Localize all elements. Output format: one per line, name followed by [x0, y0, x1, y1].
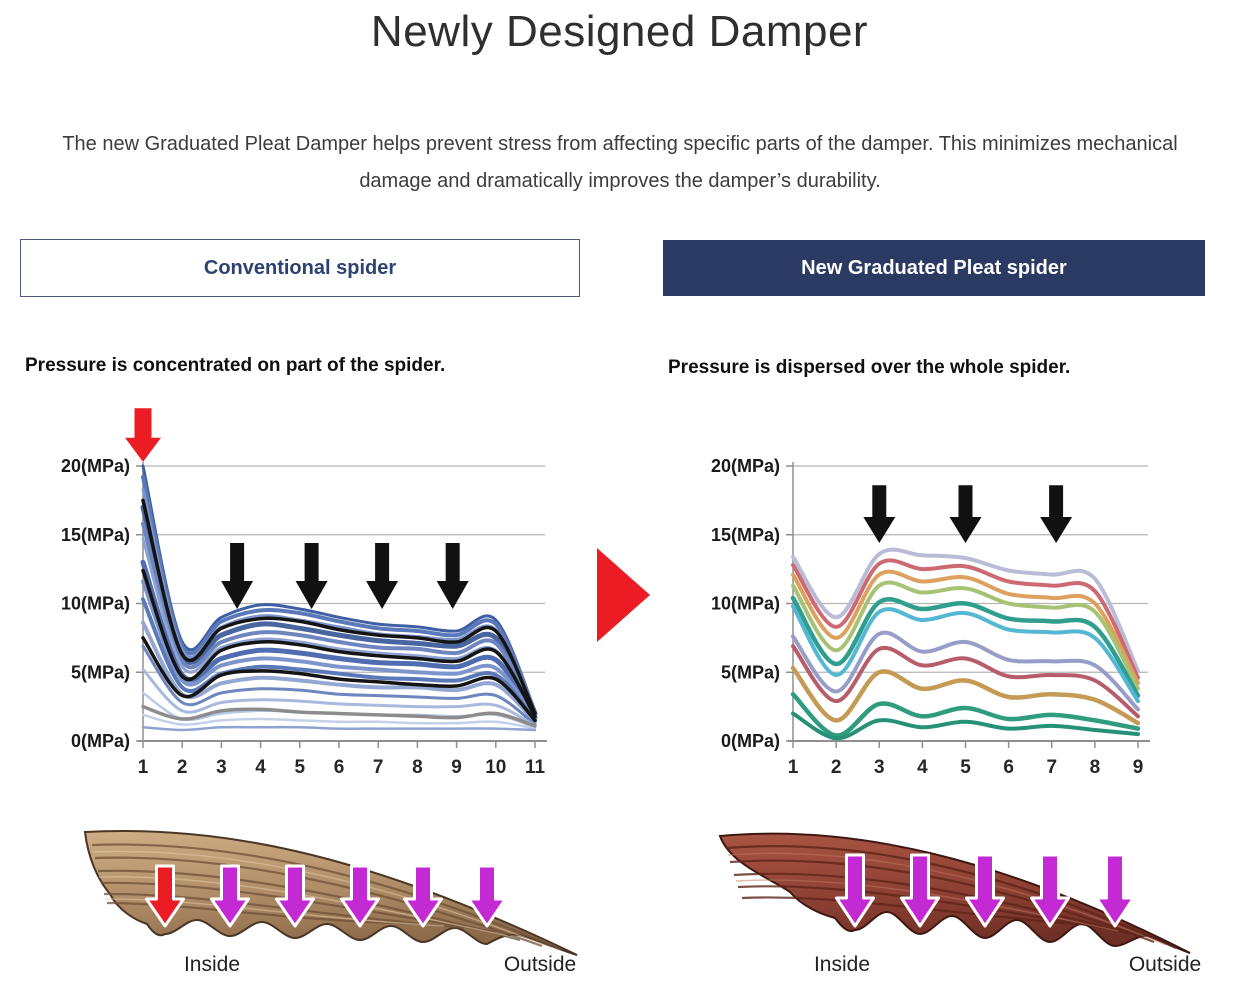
series-curve-4 [791, 580, 1140, 691]
x-tick-label: 5 [960, 757, 971, 778]
series-band-top [141, 464, 537, 713]
x-tick-label: 8 [1090, 757, 1101, 778]
down-arrow-icon [125, 408, 161, 462]
conventional-damper-figure [83, 829, 578, 956]
down-arrow-icon [835, 853, 875, 928]
down-arrow-icon [221, 543, 254, 609]
graduated-damper-figure [718, 832, 1191, 954]
x-tick-label: 8 [412, 757, 423, 778]
x-tick-label: 7 [373, 757, 384, 778]
x-tick-label: 4 [917, 757, 928, 778]
series-band-3 [141, 487, 537, 714]
figure-arrows-right [835, 853, 1135, 928]
series-band-bottom [141, 725, 537, 732]
series-curve-5 [790, 595, 1141, 698]
y-tick-label: 10(MPa) [711, 594, 780, 614]
series-band-11 [141, 644, 537, 726]
x-tick-label: 5 [295, 757, 306, 778]
down-arrow-icon [900, 853, 940, 928]
down-arrow-icon [145, 864, 185, 928]
y-tick-label: 0(MPa) [721, 731, 780, 751]
x-tick-label: 6 [1003, 757, 1014, 778]
graduated-pleat-spider-header: New Graduated Pleat spider [663, 240, 1205, 296]
page-title: Newly Designed Damper [370, 7, 869, 56]
x-tick-label: 6 [334, 757, 345, 778]
down-arrow-icon [275, 864, 315, 928]
series-gray-line [141, 704, 537, 728]
y-tick-label: 0(MPa) [71, 731, 130, 751]
series-curve-11 [791, 711, 1140, 741]
graduated-pressure-chart: 0(MPa) 5(MPa) 10(MPa) 15(MPa) 20(MPa) 1 2 3 4 5 6 7… [711, 456, 1150, 778]
down-arrow-icon [295, 543, 328, 609]
down-arrow-icon [366, 543, 399, 609]
figure-arrows-left [145, 864, 507, 928]
down-arrow-icon [965, 853, 1005, 928]
y-tick-label: 20(MPa) [61, 456, 130, 476]
down-arrow-icon [436, 543, 469, 609]
series-band-9 [141, 597, 537, 723]
series-band-6 [141, 537, 537, 718]
x-tick-label: 1 [788, 757, 799, 778]
series-band-10 [141, 620, 537, 724]
inside-label-left: Inside [183, 953, 241, 976]
down-arrow-icon [403, 864, 443, 928]
x-tick-label: 2 [177, 757, 188, 778]
series-curve-10 [790, 692, 1141, 738]
series-curve-1 [791, 547, 1140, 673]
series-black-lower [141, 636, 537, 723]
down-arrow-icon [863, 485, 896, 543]
down-arrow-icon [949, 485, 982, 543]
outside-label-left: Outside [503, 953, 577, 976]
series-band-5 [141, 521, 537, 717]
x-tick-label: 2 [831, 757, 842, 778]
y-tick-label: 10(MPa) [61, 594, 130, 614]
inside-label-right: Inside [813, 953, 871, 976]
x-tick-label: 9 [451, 757, 462, 778]
series-band-2 [141, 475, 537, 715]
outside-label-right: Outside [1128, 953, 1202, 976]
y-tick-label: 5(MPa) [71, 662, 130, 682]
page-description: The new Graduated Pleat Damper helps pre… [62, 133, 1178, 192]
series-curve-7 [791, 630, 1140, 712]
x-tick-label: 9 [1133, 757, 1144, 778]
series-curve-8 [791, 644, 1140, 719]
y-tick-label: 20(MPa) [711, 456, 780, 476]
down-arrow-icon [340, 864, 380, 928]
right-chart-caption: Pressure is dispersed over the whole spi… [668, 357, 1071, 378]
series-band-12 [141, 668, 537, 728]
x-tick-label: 3 [216, 757, 227, 778]
down-arrow-icon [210, 864, 250, 928]
conventional-pressure-chart: 0(MPa) 5(MPa) 10(MPa) 15(MPa) 20(MPa) 1 2 3 4 5 6 7… [61, 408, 547, 778]
transition-arrow-icon [597, 548, 650, 642]
conventional-spider-header: Conventional spider [20, 239, 580, 297]
left-chart-caption: Pressure is concentrated on part of the … [25, 355, 446, 376]
series-band-4 [140, 504, 538, 716]
down-arrow-icon [467, 864, 507, 928]
series-black-mid [141, 568, 537, 719]
x-tick-label: 10 [485, 757, 506, 778]
y-tick-label: 5(MPa) [721, 662, 780, 682]
series-curve-9 [790, 665, 1141, 726]
series-band-low [141, 713, 537, 730]
series-black-upper [141, 498, 537, 716]
x-tick-label: 4 [255, 757, 266, 778]
x-tick-label: 7 [1046, 757, 1057, 778]
graduated-pleat-spider-header-label: New Graduated Pleat spider [801, 256, 1067, 279]
down-arrow-icon [1095, 853, 1135, 928]
y-tick-label: 15(MPa) [711, 525, 780, 545]
x-tick-label: 3 [874, 757, 885, 778]
down-arrow-icon [1030, 853, 1070, 928]
x-tick-label: 11 [525, 757, 546, 778]
series-band-8 [141, 579, 537, 721]
series-curve-3 [791, 569, 1140, 686]
series-curve-2 [791, 558, 1140, 680]
conventional-spider-header-label: Conventional spider [203, 256, 397, 279]
series-band-7 [140, 559, 538, 721]
series-curve-6 [791, 604, 1140, 704]
down-arrow-icon [1040, 485, 1073, 543]
y-tick-label: 15(MPa) [61, 525, 130, 545]
x-tick-label: 1 [138, 757, 149, 778]
